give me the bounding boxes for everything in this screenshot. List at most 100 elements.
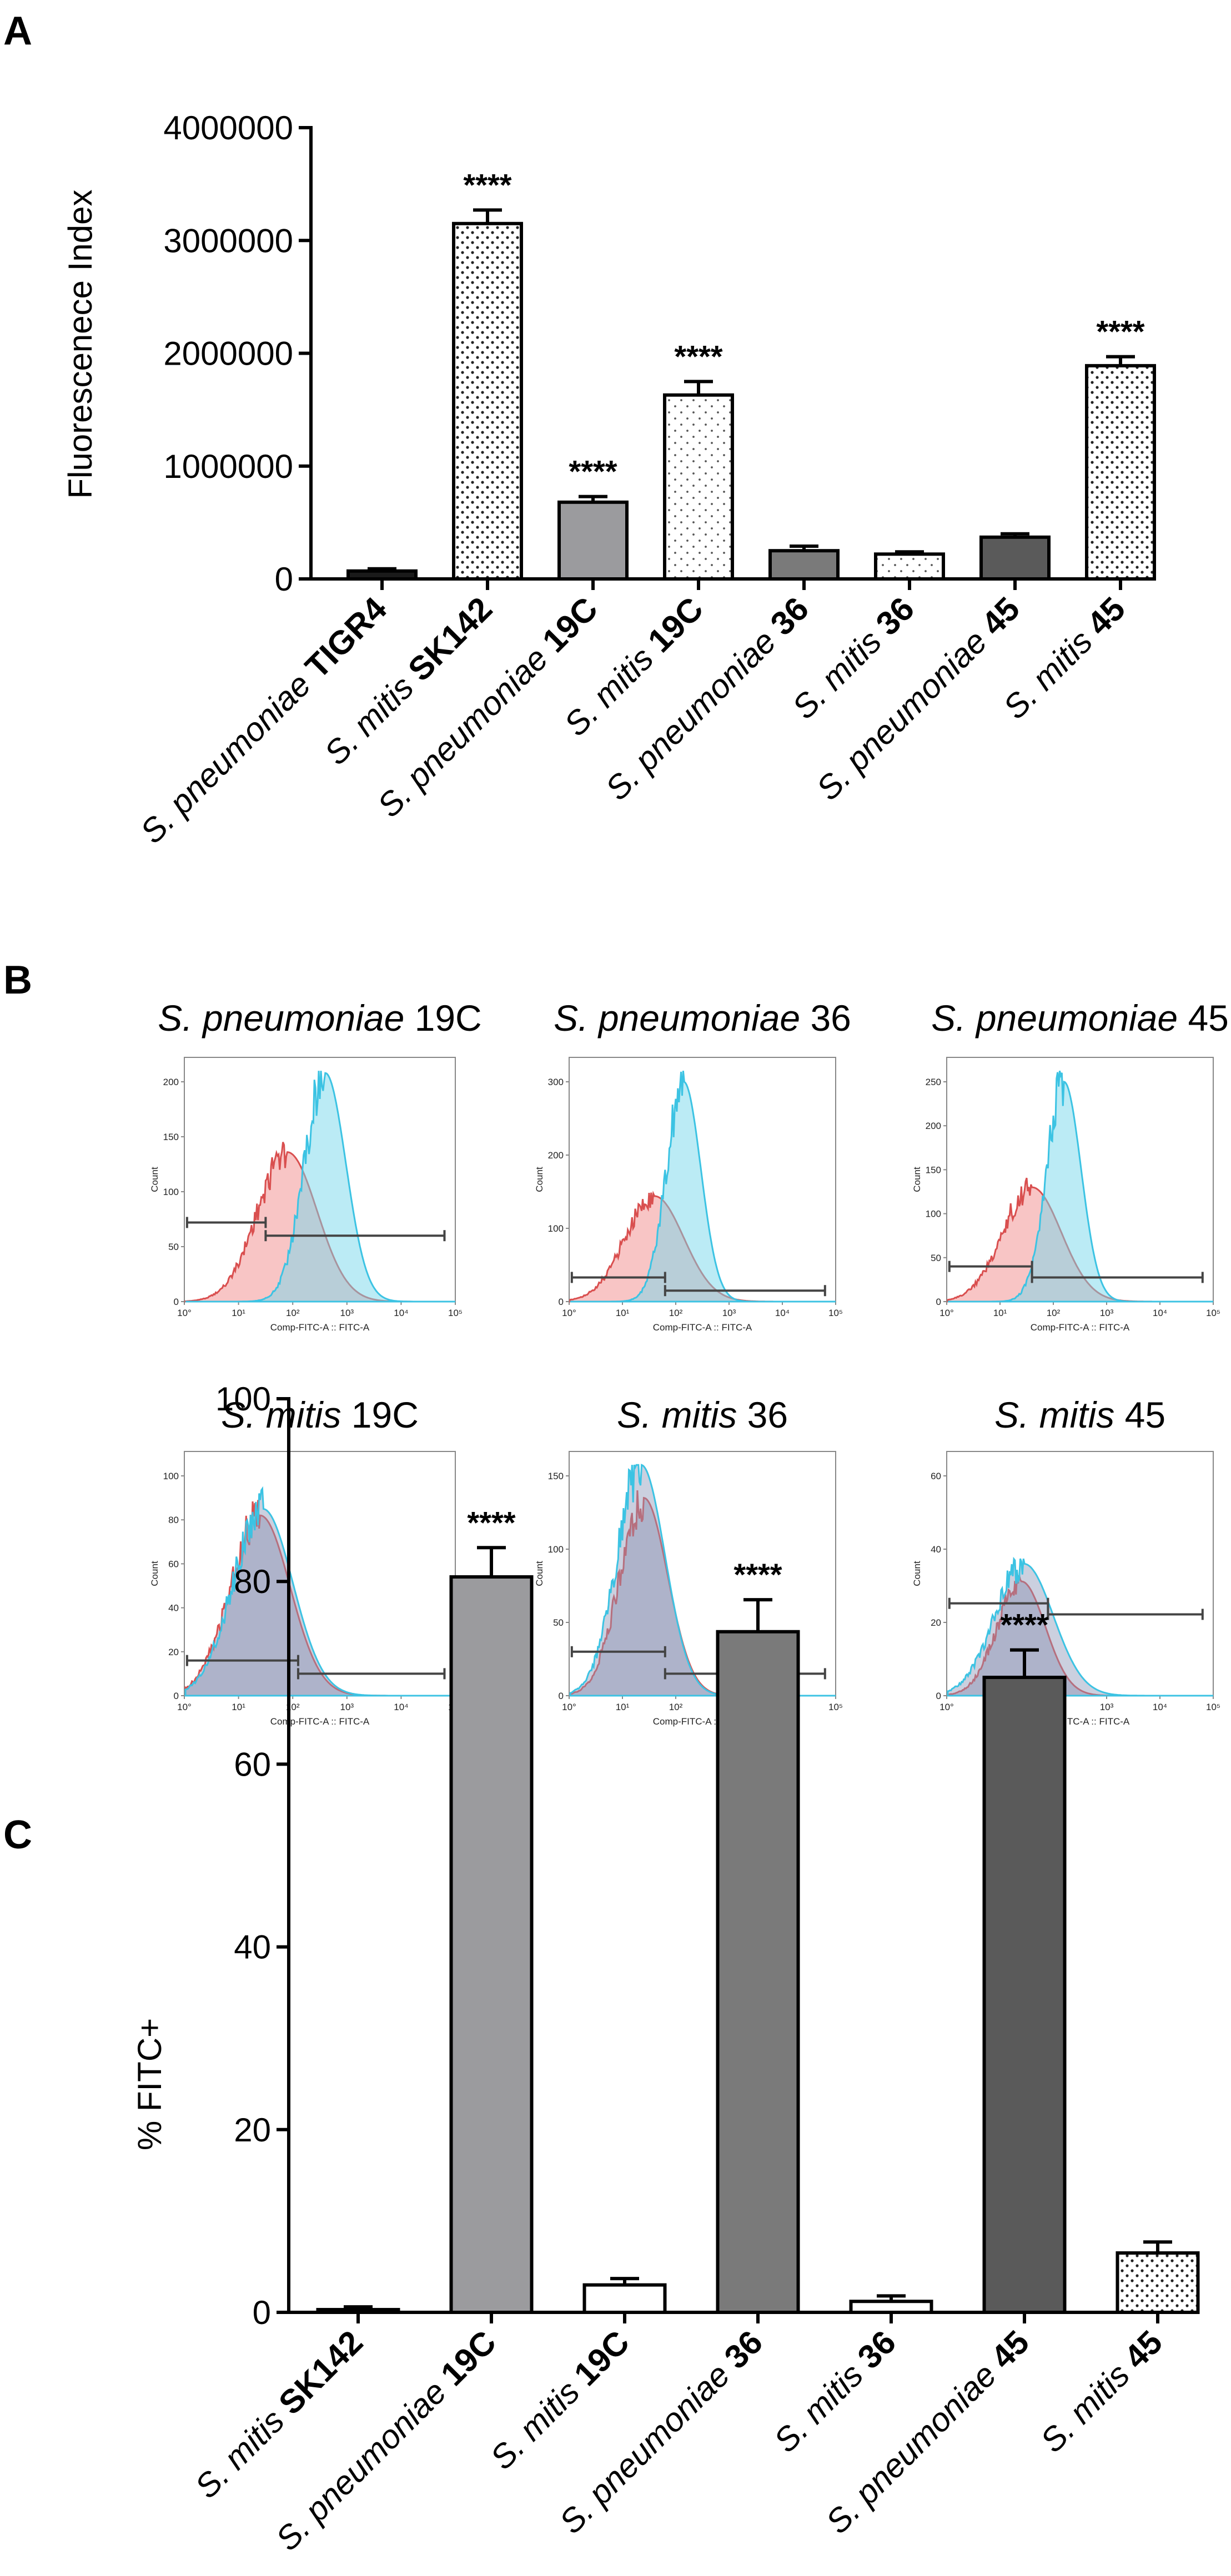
- histogram-stained-curve: [184, 1486, 455, 1697]
- histogram-xtick-label: 10⁵: [1206, 1308, 1220, 1318]
- histogram-panel: S. mitis 45020406010°10¹10²10³10⁴10⁵Comp…: [912, 1394, 1220, 1727]
- histogram-ylabel: Count: [912, 1167, 922, 1192]
- histogram-stained-curve: [570, 1071, 836, 1303]
- histogram-xtick-label: 10³: [340, 1308, 354, 1318]
- histogram-title: S. pneumoniae 19C: [158, 997, 481, 1039]
- histogram-stained-curve: [947, 1070, 1213, 1303]
- chart-a-ytick-label: 3000000: [163, 222, 293, 259]
- histogram-ytick-label: 150: [163, 1132, 179, 1142]
- histogram-xtick-label: 10⁵: [828, 1308, 843, 1318]
- chart-a-ytick-label: 4000000: [163, 109, 293, 147]
- histogram-xlabel: Comp-FITC-A :: FITC-A: [1031, 1322, 1130, 1333]
- histogram-xtick-label: 10¹: [232, 1702, 245, 1712]
- chart-a-bar: [663, 393, 734, 581]
- histogram-xtick-label: 10°: [939, 1308, 954, 1318]
- histogram-xtick-label: 10°: [562, 1702, 576, 1712]
- chart-a-bar: [452, 221, 523, 581]
- histogram-ylabel: Count: [534, 1167, 545, 1192]
- histogram-title: S. pneumoniae 45: [931, 997, 1229, 1039]
- histogram-panel: S. pneumoniae 45 0 50 100 150 200 250 10° 10¹ 10²…: [912, 997, 1229, 1333]
- chart-c-category-label: S. mitis 45: [1033, 2323, 1169, 2459]
- histogram-xtick-label: 10²: [1047, 1308, 1061, 1318]
- histogram-ylabel: Count: [149, 1167, 160, 1192]
- histogram-ylabel: Count: [912, 1561, 922, 1586]
- panel-label-c: C: [3, 1813, 32, 1857]
- chart-a-significance: ****: [463, 167, 511, 202]
- histogram-ytick-label: 60: [931, 1471, 941, 1481]
- chart-c-ytick-label: 20: [234, 2111, 271, 2149]
- histogram-ylabel: Count: [534, 1561, 545, 1586]
- chart-c-bar: [582, 2283, 667, 2315]
- histogram-ytick-label: 50: [931, 1253, 941, 1263]
- histogram-xlabel: Comp-FITC-A :: FITC-A: [270, 1322, 370, 1333]
- histogram-xtick-label: 10²: [286, 1308, 300, 1318]
- chart-c-ytick-label: 40: [234, 1929, 271, 1966]
- histogram-xtick-label: 10¹: [993, 1308, 1007, 1318]
- histogram-ytick-label: 250: [926, 1077, 941, 1087]
- histogram-ytick-label: 150: [548, 1471, 564, 1481]
- histogram-ytick-label: 80: [168, 1515, 179, 1525]
- histogram-title: S. mitis 36: [617, 1394, 788, 1435]
- histogram-ytick-label: 0: [174, 1691, 179, 1701]
- histogram-ytick-label: 100: [548, 1544, 564, 1555]
- chart-c-ylabel: % FITC+: [131, 2018, 168, 2150]
- chart-a-ytick-label: 2000000: [163, 335, 293, 372]
- histogram-xtick-label: 10²: [669, 1308, 683, 1318]
- histogram-ytick-label: 200: [163, 1077, 179, 1087]
- chart-c-ytick-label: 0: [253, 2294, 271, 2331]
- histogram-xtick-label: 10°: [939, 1702, 954, 1712]
- chart-a-ytick-label: 1000000: [163, 448, 293, 485]
- histogram-panel: S. pneumoniae 19C 0 50 100 150 200 10° 10¹ 10² 10…: [149, 997, 482, 1333]
- histogram-ytick-label: 20: [931, 1617, 941, 1628]
- histogram-ytick-label: 50: [168, 1242, 179, 1252]
- histogram-xtick-label: 10²: [669, 1702, 683, 1712]
- histogram-stained-curve: [185, 1071, 455, 1303]
- histogram-ytick-label: 100: [163, 1187, 179, 1197]
- histogram-ytick-label: 60: [168, 1559, 179, 1569]
- chart-a-ylabel: Fluorescenece Index: [62, 190, 99, 499]
- chart-a-ytick-label: 0: [275, 561, 293, 598]
- chart-c-significance: ****: [1000, 1607, 1048, 1642]
- histogram-xtick-label: 10°: [177, 1702, 192, 1712]
- chart-a-bar: [557, 500, 629, 581]
- histogram-xtick-label: 10⁴: [1153, 1702, 1167, 1712]
- histogram-ytick-label: 0: [559, 1297, 564, 1307]
- histogram-xtick-label: 10°: [562, 1308, 576, 1318]
- panel-label-a: A: [3, 9, 32, 53]
- chart-c-bar: [1116, 2251, 1200, 2315]
- histogram-ylabel: Count: [149, 1561, 160, 1586]
- chart-a-bar: [874, 552, 945, 581]
- chart-a-bar: [768, 549, 840, 581]
- histogram-ytick-label: 0: [936, 1297, 941, 1307]
- histogram-xtick-label: 10³: [722, 1308, 736, 1318]
- chart-c-bar: [316, 2308, 400, 2315]
- chart-a-category-label: S. pneumoniae 45: [809, 590, 1027, 808]
- histogram-xtick-label: 10⁵: [448, 1308, 463, 1318]
- histogram-xtick-label: 10¹: [616, 1308, 630, 1318]
- histogram-xtick-label: 10³: [340, 1702, 354, 1712]
- chart-a-significance: ****: [1096, 314, 1144, 349]
- chart-a-bar: [346, 569, 418, 581]
- chart-a: Fluorescenece Index 0 1000000 2000000 30000…: [62, 109, 1156, 850]
- histogram-xtick-label: 10¹: [232, 1308, 245, 1318]
- histogram-ytick-label: 300: [548, 1077, 564, 1087]
- histogram-xtick-label: 10⁵: [828, 1702, 843, 1712]
- histogram-ytick-label: 150: [926, 1165, 941, 1175]
- histogram-xtick-label: 10°: [177, 1308, 192, 1318]
- panel-label-b: B: [3, 958, 32, 1002]
- histogram-xlabel: Comp-FITC-A :: FITC-A: [653, 1322, 752, 1333]
- chart-c-bar: [982, 1676, 1067, 2314]
- histogram-ytick-label: 20: [168, 1647, 179, 1657]
- histogram-panel: S. pneumoniae 36 0 100 200 300 10° 10¹ 10² 10³ 10…: [534, 997, 851, 1333]
- histogram-ytick-label: 50: [553, 1617, 564, 1628]
- histogram-xtick-label: 10¹: [616, 1702, 630, 1712]
- chart-c-category-label: S. pneumoniae 19C: [269, 2323, 503, 2558]
- histogram-xtick-label: 10³: [1100, 1308, 1114, 1318]
- histogram-xtick-label: 10³: [1100, 1702, 1114, 1712]
- histogram-title: S. mitis 45: [994, 1394, 1165, 1435]
- histogram-xtick-label: 10⁵: [1206, 1702, 1220, 1712]
- histogram-ytick-label: 40: [168, 1603, 179, 1614]
- histogram-title: S. mitis 19C: [221, 1394, 419, 1435]
- histogram-xlabel: Comp-FITC-A :: FITC-A: [270, 1716, 370, 1727]
- histogram-ytick-label: 200: [548, 1150, 564, 1161]
